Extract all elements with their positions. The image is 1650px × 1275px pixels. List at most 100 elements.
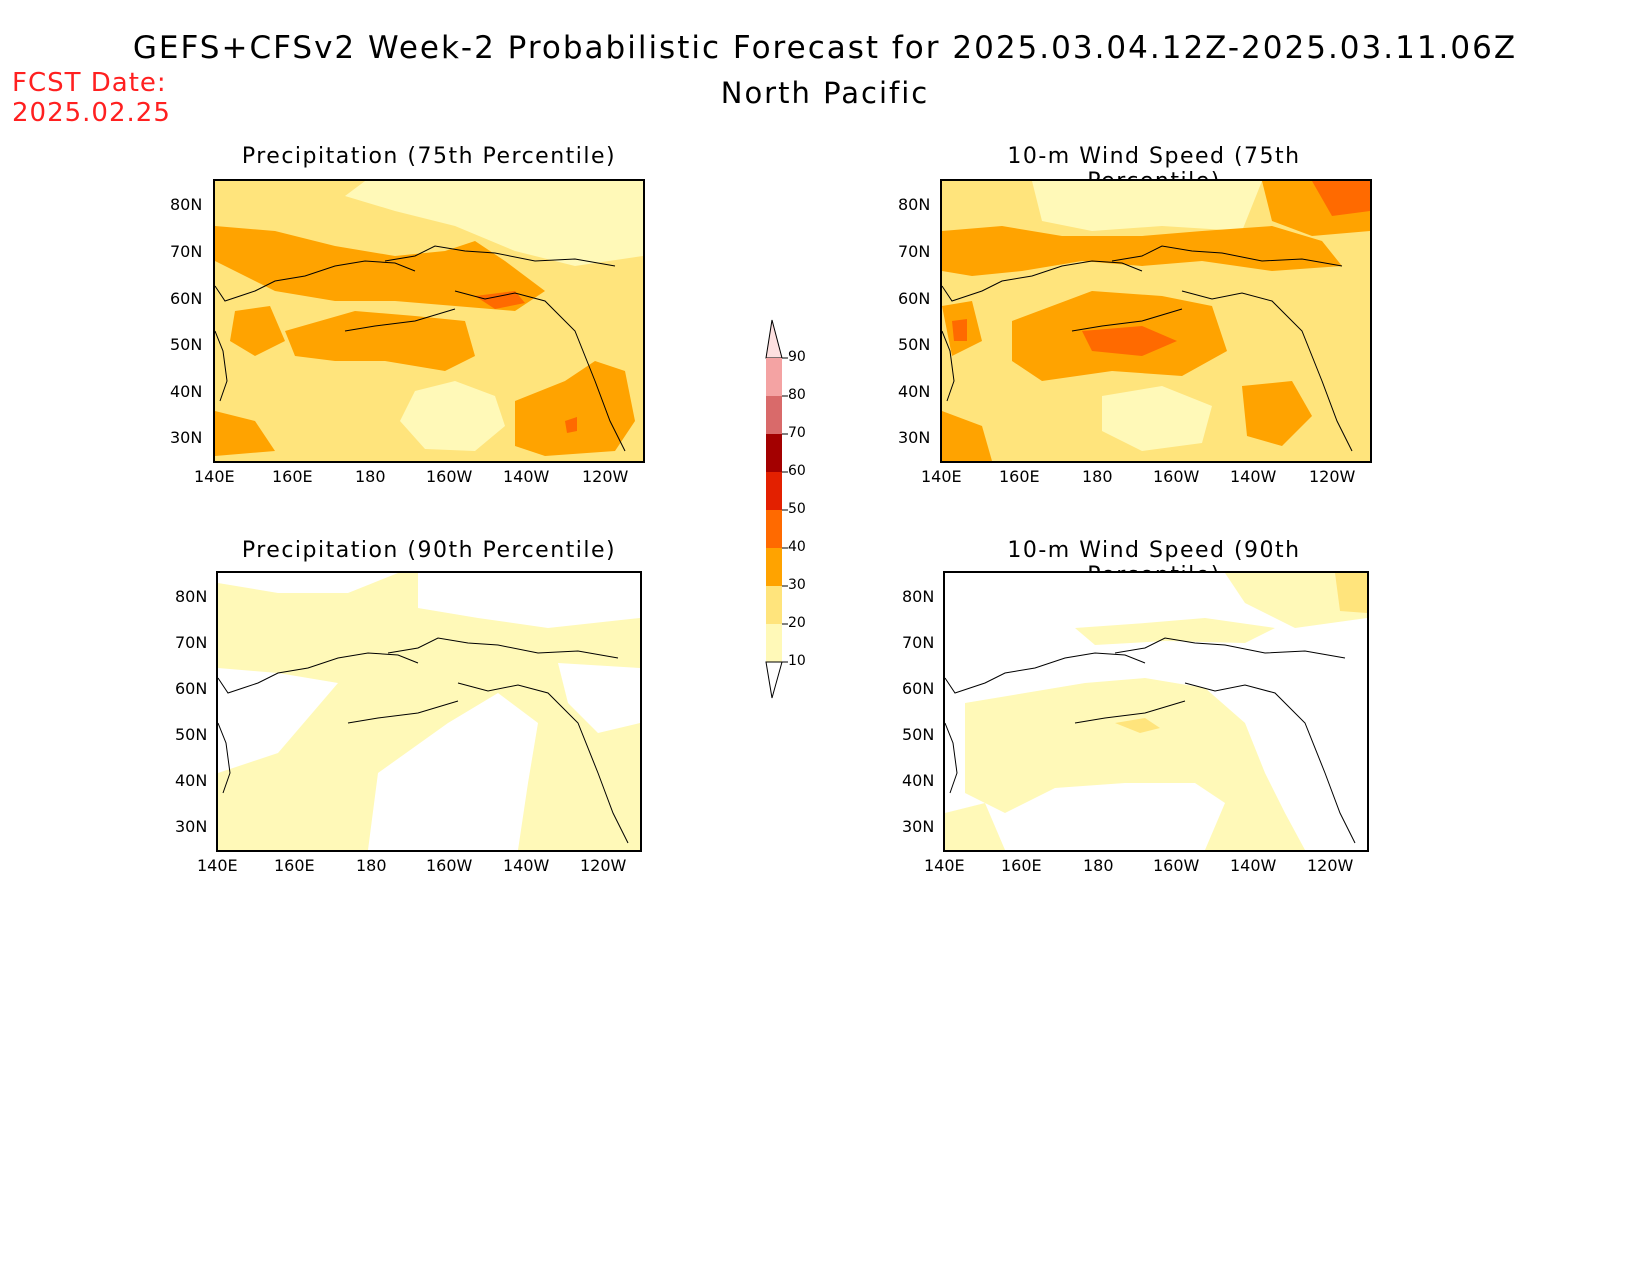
lon-tick-120w: 120W xyxy=(582,467,629,486)
shade-30-southeast xyxy=(515,361,635,456)
no-shade-east xyxy=(558,663,640,733)
lon-tick-180: 180 xyxy=(1083,856,1114,875)
colorbar-bin-10-20 xyxy=(766,624,782,662)
lon-tick-160w: 160W xyxy=(426,467,473,486)
no-shade-northwest xyxy=(218,573,398,593)
shade-40-spot xyxy=(565,417,577,433)
no-shade-central xyxy=(368,693,538,850)
coastline-alaska xyxy=(387,637,629,844)
lon-tick-140w: 140W xyxy=(1230,856,1277,875)
shade-30-southwest xyxy=(942,411,992,461)
colorbar-bin-20-30 xyxy=(766,586,782,624)
colorbar-bin-80-90 xyxy=(766,358,782,396)
coastline-alaska xyxy=(1111,245,1353,452)
no-shade-north xyxy=(418,573,640,628)
colorbar-label-80: 80 xyxy=(788,387,806,403)
lat-tick-40n: 40N xyxy=(902,771,935,790)
lon-tick-140e: 140E xyxy=(197,856,238,875)
lat-tick-50n: 50N xyxy=(898,335,931,354)
colorbar-label-70: 70 xyxy=(788,425,806,441)
panel-title-precip-90: Precipitation (90th Percentile) xyxy=(241,538,617,563)
lat-tick-80n: 80N xyxy=(175,587,208,606)
colorbar-bin-70-80 xyxy=(766,396,782,434)
map-wind-75 xyxy=(940,179,1372,463)
coastline-asia xyxy=(942,260,1143,402)
lat-tick-60n: 60N xyxy=(175,679,208,698)
lat-tick-30n: 30N xyxy=(175,817,208,836)
shade-10-north xyxy=(345,181,643,266)
lon-tick-140e: 140E xyxy=(924,856,965,875)
shade-20-pacific xyxy=(1115,718,1160,733)
shade-10-south xyxy=(1102,386,1212,451)
shade-30-west xyxy=(230,306,285,356)
lat-tick-40n: 40N xyxy=(170,382,203,401)
lat-tick-30n: 30N xyxy=(170,428,203,447)
lon-tick-120w: 120W xyxy=(1307,856,1354,875)
lat-tick-30n: 30N xyxy=(902,817,935,836)
shade-10-northeast xyxy=(1225,573,1367,628)
lon-tick-160e: 160E xyxy=(272,467,313,486)
shade-40-westcoast xyxy=(952,319,967,341)
lat-tick-70n: 70N xyxy=(902,633,935,652)
lat-tick-70n: 70N xyxy=(175,633,208,652)
main-title: GEFS+CFSv2 Week-2 Probabilistic Forecast… xyxy=(132,30,1518,66)
map-wind-90 xyxy=(943,571,1369,852)
forecast-date-value: 2025.02.25 xyxy=(12,98,171,128)
shade-40-gulf xyxy=(475,291,525,309)
map-precip-90 xyxy=(216,571,642,852)
lat-tick-60n: 60N xyxy=(898,289,931,308)
lon-tick-160w: 160W xyxy=(1153,467,1200,486)
coastline-aleutians xyxy=(344,308,456,332)
lat-tick-50n: 50N xyxy=(175,725,208,744)
shade-10-pacific xyxy=(965,678,1305,850)
no-shade-west xyxy=(218,668,338,773)
lat-tick-50n: 50N xyxy=(170,335,203,354)
lon-tick-140w: 140W xyxy=(503,467,550,486)
lon-tick-180: 180 xyxy=(356,856,387,875)
lon-tick-120w: 120W xyxy=(1309,467,1356,486)
map-precip-75 xyxy=(213,179,645,463)
colorbar-label-20: 20 xyxy=(788,615,806,631)
region-subtitle: North Pacific xyxy=(720,76,930,110)
shade-30-pacific xyxy=(285,311,475,371)
lon-tick-120w: 120W xyxy=(580,856,627,875)
coastline-asia xyxy=(945,652,1146,794)
colorbar-label-90: 90 xyxy=(788,349,806,365)
shade-20-northeast xyxy=(1335,573,1367,613)
colorbar-bin-40-50 xyxy=(766,510,782,548)
colorbar-bottom-tip xyxy=(765,661,783,699)
colorbar-label-40: 40 xyxy=(788,539,806,555)
colorbar-top-tip xyxy=(765,319,783,359)
colorbar-label-60: 60 xyxy=(788,463,806,479)
colorbar: 90 80 70 60 50 40 30 20 10 xyxy=(760,310,830,700)
colorbar-bin-50-60 xyxy=(766,472,782,510)
lon-tick-140w: 140W xyxy=(503,856,550,875)
lat-tick-60n: 60N xyxy=(902,679,935,698)
coastline-alaska xyxy=(384,245,626,452)
shade-40-northeast xyxy=(1312,181,1370,216)
lat-tick-60n: 60N xyxy=(170,289,203,308)
forecast-date-block: FCST Date: 2025.02.25 xyxy=(12,68,171,128)
coastline-asia xyxy=(218,652,419,794)
coastline-alaska xyxy=(1114,637,1356,844)
lat-tick-80n: 80N xyxy=(902,587,935,606)
lat-tick-40n: 40N xyxy=(175,771,208,790)
coastline-aleutians xyxy=(1071,308,1183,332)
colorbar-label-50: 50 xyxy=(788,501,806,517)
lon-tick-140e: 140E xyxy=(194,467,235,486)
lat-tick-80n: 80N xyxy=(898,195,931,214)
coastline-aleutians xyxy=(347,700,459,724)
shade-30-southwest xyxy=(215,411,275,456)
lon-tick-140w: 140W xyxy=(1230,467,1277,486)
lon-tick-180: 180 xyxy=(355,467,386,486)
lat-tick-80n: 80N xyxy=(170,195,203,214)
colorbar-label-30: 30 xyxy=(788,577,806,593)
shade-30-arctic xyxy=(942,226,1342,276)
shade-40-pacific xyxy=(1082,326,1177,356)
lon-tick-160e: 160E xyxy=(999,467,1040,486)
shade-10-south xyxy=(400,381,505,451)
lon-tick-160w: 160W xyxy=(1153,856,1200,875)
forecast-date-label: FCST Date: xyxy=(12,68,167,98)
lon-tick-160e: 160E xyxy=(1001,856,1042,875)
lat-tick-40n: 40N xyxy=(898,382,931,401)
